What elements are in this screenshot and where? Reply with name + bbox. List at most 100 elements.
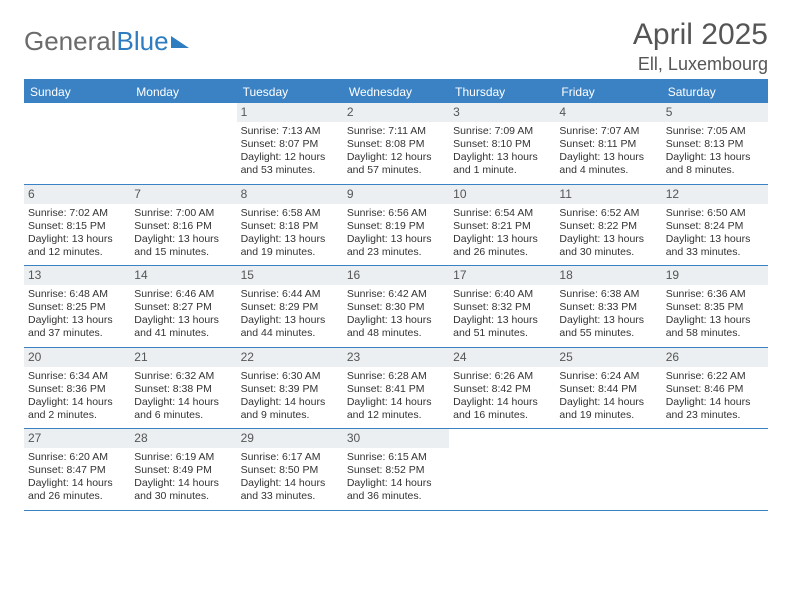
cell-line: Sunrise: 6:19 AM xyxy=(134,451,232,464)
cell-line: Sunrise: 6:30 AM xyxy=(241,370,339,383)
weekday-header: Sunday Monday Tuesday Wednesday Thursday… xyxy=(24,81,768,103)
cell-line: Sunset: 8:07 PM xyxy=(241,138,339,151)
cell-line: Daylight: 14 hours and 23 minutes. xyxy=(666,396,764,422)
cell-line: Daylight: 14 hours and 16 minutes. xyxy=(453,396,551,422)
calendar-cell: 23Sunrise: 6:28 AMSunset: 8:41 PMDayligh… xyxy=(343,348,449,429)
day-number: 14 xyxy=(130,266,236,285)
day-number: 2 xyxy=(343,103,449,122)
day-number xyxy=(555,429,661,433)
cell-line: Sunset: 8:38 PM xyxy=(134,383,232,396)
day-number: 10 xyxy=(449,185,555,204)
cell-line: Sunset: 8:10 PM xyxy=(453,138,551,151)
day-number: 22 xyxy=(237,348,343,367)
calendar-cell: 20Sunrise: 6:34 AMSunset: 8:36 PMDayligh… xyxy=(24,348,130,429)
cell-line: Daylight: 13 hours and 12 minutes. xyxy=(28,233,126,259)
cell-line: Sunrise: 7:07 AM xyxy=(559,125,657,138)
cell-line: Sunset: 8:13 PM xyxy=(666,138,764,151)
cell-line: Daylight: 13 hours and 55 minutes. xyxy=(559,314,657,340)
cell-line: Daylight: 13 hours and 58 minutes. xyxy=(666,314,764,340)
day-number: 27 xyxy=(24,429,130,448)
cell-line: Sunset: 8:52 PM xyxy=(347,464,445,477)
calendar-cell: 25Sunrise: 6:24 AMSunset: 8:44 PMDayligh… xyxy=(555,348,661,429)
day-number: 12 xyxy=(662,185,768,204)
calendar-cell xyxy=(555,429,661,510)
logo-text-blue: Blue xyxy=(117,26,169,57)
cell-line: Sunrise: 6:52 AM xyxy=(559,207,657,220)
calendar-cell: 18 Sunrise: 6:38 AMSunset: 8:33 PMDayligh… xyxy=(555,266,661,347)
cell-line: Sunset: 8:15 PM xyxy=(28,220,126,233)
cell-line: Daylight: 13 hours and 1 minute. xyxy=(453,151,551,177)
cell-line: Sunset: 8:27 PM xyxy=(134,301,232,314)
calendar-cell: 26Sunrise: 6:22 AMSunset: 8:46 PMDayligh… xyxy=(662,348,768,429)
calendar-cell xyxy=(24,103,130,184)
day-number: 18 xyxy=(555,266,661,285)
cell-line: Sunset: 8:25 PM xyxy=(28,301,126,314)
calendar-cell: 11Sunrise: 6:52 AMSunset: 8:22 PMDayligh… xyxy=(555,185,661,266)
calendar-cell: 3Sunrise: 7:09 AMSunset: 8:10 PMDaylight… xyxy=(449,103,555,184)
calendar-cell: 13Sunrise: 6:48 AMSunset: 8:25 PMDayligh… xyxy=(24,266,130,347)
cell-line: Sunset: 8:49 PM xyxy=(134,464,232,477)
cell-line: Sunrise: 6:42 AM xyxy=(347,288,445,301)
calendar-cell: 10Sunrise: 6:54 AMSunset: 8:21 PMDayligh… xyxy=(449,185,555,266)
cell-line: Sunset: 8:08 PM xyxy=(347,138,445,151)
cell-line: Sunrise: 6:38 AM xyxy=(559,288,657,301)
day-number: 17 xyxy=(449,266,555,285)
day-number: 9 xyxy=(343,185,449,204)
cell-line: Daylight: 13 hours and 26 minutes. xyxy=(453,233,551,259)
calendar-week: 13Sunrise: 6:48 AMSunset: 8:25 PMDayligh… xyxy=(24,266,768,348)
weekday-label: Tuesday xyxy=(237,81,343,103)
calendar-cell: 12Sunrise: 6:50 AMSunset: 8:24 PMDayligh… xyxy=(662,185,768,266)
cell-line: Sunset: 8:33 PM xyxy=(559,301,657,314)
logo-text-general: General xyxy=(24,26,117,57)
cell-line: Daylight: 14 hours and 12 minutes. xyxy=(347,396,445,422)
calendar-cell xyxy=(130,103,236,184)
cell-line: Sunrise: 6:44 AM xyxy=(241,288,339,301)
cell-line: Daylight: 13 hours and 41 minutes. xyxy=(134,314,232,340)
cell-line: Daylight: 14 hours and 26 minutes. xyxy=(28,477,126,503)
cell-line: Sunrise: 6:22 AM xyxy=(666,370,764,383)
cell-line: Sunrise: 6:26 AM xyxy=(453,370,551,383)
cell-line: Sunrise: 6:32 AM xyxy=(134,370,232,383)
day-number: 6 xyxy=(24,185,130,204)
calendar: Sunday Monday Tuesday Wednesday Thursday… xyxy=(24,79,768,511)
cell-line: Sunset: 8:41 PM xyxy=(347,383,445,396)
calendar-cell: 4Sunrise: 7:07 AMSunset: 8:11 PMDaylight… xyxy=(555,103,661,184)
cell-line: Daylight: 14 hours and 33 minutes. xyxy=(241,477,339,503)
cell-line: Sunrise: 7:02 AM xyxy=(28,207,126,220)
title-block: April 2025 Ell, Luxembourg xyxy=(633,18,768,75)
day-number: 13 xyxy=(24,266,130,285)
day-number: 25 xyxy=(555,348,661,367)
day-number: 29 xyxy=(237,429,343,448)
calendar-cell: 15Sunrise: 6:44 AMSunset: 8:29 PMDayligh… xyxy=(237,266,343,347)
cell-line: Daylight: 13 hours and 33 minutes. xyxy=(666,233,764,259)
weekday-label: Monday xyxy=(130,81,236,103)
day-number xyxy=(24,103,130,107)
cell-line: Daylight: 14 hours and 2 minutes. xyxy=(28,396,126,422)
cell-line: Daylight: 13 hours and 15 minutes. xyxy=(134,233,232,259)
day-number: 7 xyxy=(130,185,236,204)
weekday-label: Saturday xyxy=(662,81,768,103)
cell-line: Daylight: 13 hours and 44 minutes. xyxy=(241,314,339,340)
cell-line: Sunrise: 6:46 AM xyxy=(134,288,232,301)
weeks-container: 1Sunrise: 7:13 AMSunset: 8:07 PMDaylight… xyxy=(24,103,768,511)
calendar-cell xyxy=(662,429,768,510)
calendar-week: 20Sunrise: 6:34 AMSunset: 8:36 PMDayligh… xyxy=(24,348,768,430)
calendar-cell: 8Sunrise: 6:58 AMSunset: 8:18 PMDaylight… xyxy=(237,185,343,266)
cell-line: Sunset: 8:35 PM xyxy=(666,301,764,314)
day-number: 16 xyxy=(343,266,449,285)
cell-line: Sunset: 8:30 PM xyxy=(347,301,445,314)
weekday-label: Thursday xyxy=(449,81,555,103)
cell-line: Daylight: 13 hours and 48 minutes. xyxy=(347,314,445,340)
day-number: 11 xyxy=(555,185,661,204)
calendar-cell: 30Sunrise: 6:15 AMSunset: 8:52 PMDayligh… xyxy=(343,429,449,510)
weekday-label: Wednesday xyxy=(343,81,449,103)
calendar-week: 6Sunrise: 7:02 AMSunset: 8:15 PMDaylight… xyxy=(24,185,768,267)
cell-line: Daylight: 13 hours and 8 minutes. xyxy=(666,151,764,177)
cell-line: Sunset: 8:11 PM xyxy=(559,138,657,151)
calendar-week: 1Sunrise: 7:13 AMSunset: 8:07 PMDaylight… xyxy=(24,103,768,185)
cell-line: Daylight: 14 hours and 6 minutes. xyxy=(134,396,232,422)
day-number xyxy=(662,429,768,433)
day-number: 28 xyxy=(130,429,236,448)
cell-line: Sunrise: 6:54 AM xyxy=(453,207,551,220)
cell-line: Sunset: 8:16 PM xyxy=(134,220,232,233)
